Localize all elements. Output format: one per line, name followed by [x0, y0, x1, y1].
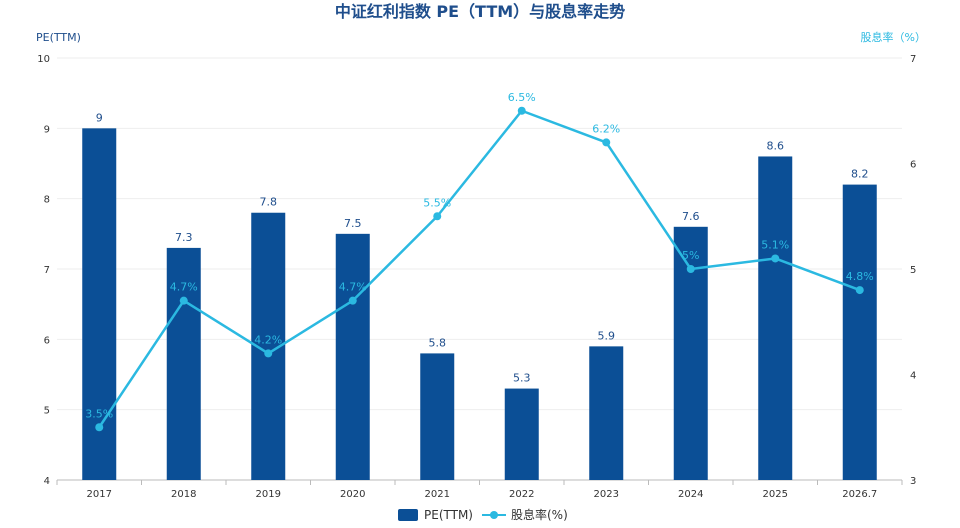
- dividend-yield-point: [348, 296, 357, 305]
- dividend-yield-point: [686, 265, 695, 273]
- pe-bar-label: 8.6: [767, 139, 785, 152]
- x-axis-ticks: 2017 2018 2019 2020 2021 2022 2023 2024 2025 2026…: [56, 480, 903, 500]
- dividend-yield-line: [98, 109, 861, 428]
- dividend-yield-label: 4.8%: [846, 270, 874, 283]
- x-axis-tick-label: 2026.7: [842, 489, 877, 500]
- pe-bar-label: 9: [96, 111, 103, 124]
- bar-series: [82, 128, 877, 481]
- dividend-yield-point: [855, 286, 864, 295]
- left-axis-tick-label: 9: [44, 124, 50, 135]
- legend-bar-label: PE(TTM): [424, 508, 473, 522]
- left-axis-tick-label: 7: [44, 265, 50, 276]
- dividend-yield-point: [602, 138, 611, 147]
- x-axis-tick-label: 2022: [509, 489, 534, 500]
- x-axis-tick-label: 2017: [87, 489, 112, 500]
- pe-bar-label: 5.3: [513, 372, 531, 385]
- dividend-yield-label: 5.5%: [423, 196, 451, 209]
- left-axis-tick-label: 10: [37, 54, 50, 65]
- right-axis-tick-label: 7: [910, 54, 916, 65]
- left-axis-title: PE(TTM): [36, 31, 81, 44]
- dividend-yield-label: 4.7%: [339, 281, 367, 294]
- pe-bar: [82, 128, 117, 481]
- line-series: [95, 106, 864, 432]
- dividend-yield-point: [95, 423, 104, 432]
- left-axis-tick-label: 5: [44, 406, 50, 417]
- x-axis-tick-label: 2018: [171, 489, 196, 500]
- dividend-yield-point: [517, 106, 526, 115]
- pe-bar-label: 5.9: [598, 329, 616, 342]
- legend-bar-swatch: [398, 509, 418, 521]
- left-axis-ticks: 4 5 6 7 8 9 10: [37, 54, 50, 487]
- pe-bar-label: 7.8: [260, 196, 278, 209]
- dividend-yield-label: 5%: [682, 249, 699, 262]
- right-axis-tick-label: 6: [910, 160, 916, 171]
- pe-bar-label: 7.6: [682, 210, 700, 223]
- dividend-yield-point: [771, 254, 780, 263]
- x-axis-tick-label: 2023: [594, 489, 619, 500]
- right-axis-tick-label: 3: [910, 476, 916, 487]
- pe-bar: [589, 346, 624, 480]
- pe-bar: [166, 247, 201, 480]
- dividend-yield-label: 4.7%: [170, 281, 198, 294]
- dividend-yield-label: 6.5%: [508, 91, 536, 104]
- dividend-yield-point: [179, 296, 188, 305]
- legend-line-label: 股息率(%): [511, 507, 568, 522]
- pe-bar-label: 5.8: [429, 336, 447, 349]
- right-axis-tick-label: 4: [910, 371, 916, 382]
- pe-bar-label: 8.2: [851, 168, 869, 181]
- pe-bar-label: 7.5: [344, 217, 362, 230]
- dividend-yield-point: [264, 349, 273, 358]
- chart-title: 中证红利指数 PE（TTM）与股息率走势: [335, 2, 625, 21]
- pe-bar: [504, 388, 539, 480]
- right-axis-title: 股息率（%）: [861, 30, 926, 44]
- right-axis-ticks: 3 4 5 6 7: [910, 54, 916, 487]
- pe-bar: [842, 184, 877, 480]
- x-axis-tick-label: 2020: [340, 489, 365, 500]
- x-axis-tick-label: 2025: [763, 489, 788, 500]
- x-axis-tick-label: 2021: [425, 489, 450, 500]
- dividend-yield-label: 4.2%: [254, 333, 282, 346]
- line-labels: 3.5% 4.7% 4.2% 4.7% 5.5% 6.5% 6.2% 5% 5.1% 4.8%: [85, 91, 873, 421]
- pe-bar: [420, 353, 455, 480]
- x-axis-tick-label: 2019: [256, 489, 281, 500]
- left-axis-tick-label: 8: [44, 195, 50, 206]
- pe-bar-label: 7.3: [175, 231, 193, 244]
- bar-labels: 9 7.3 7.8 7.5 5.8 5.3 5.9 7.6 8.6 8.2: [96, 111, 869, 384]
- left-axis-tick-label: 6: [44, 335, 50, 346]
- dividend-yield-label: 6.2%: [592, 122, 620, 135]
- pe-bar: [335, 233, 370, 480]
- pe-bar: [758, 156, 793, 480]
- dividend-yield-label: 3.5%: [85, 407, 113, 420]
- x-axis-tick-label: 2024: [678, 489, 703, 500]
- dividend-yield-label: 5.1%: [761, 238, 789, 251]
- legend: PE(TTM) 股息率(%): [398, 507, 568, 522]
- right-axis-tick-label: 5: [910, 265, 916, 276]
- pe-bar: [673, 226, 708, 480]
- left-axis-tick-label: 4: [44, 476, 50, 487]
- legend-line-dot: [490, 511, 498, 519]
- dividend-yield-point: [433, 212, 442, 221]
